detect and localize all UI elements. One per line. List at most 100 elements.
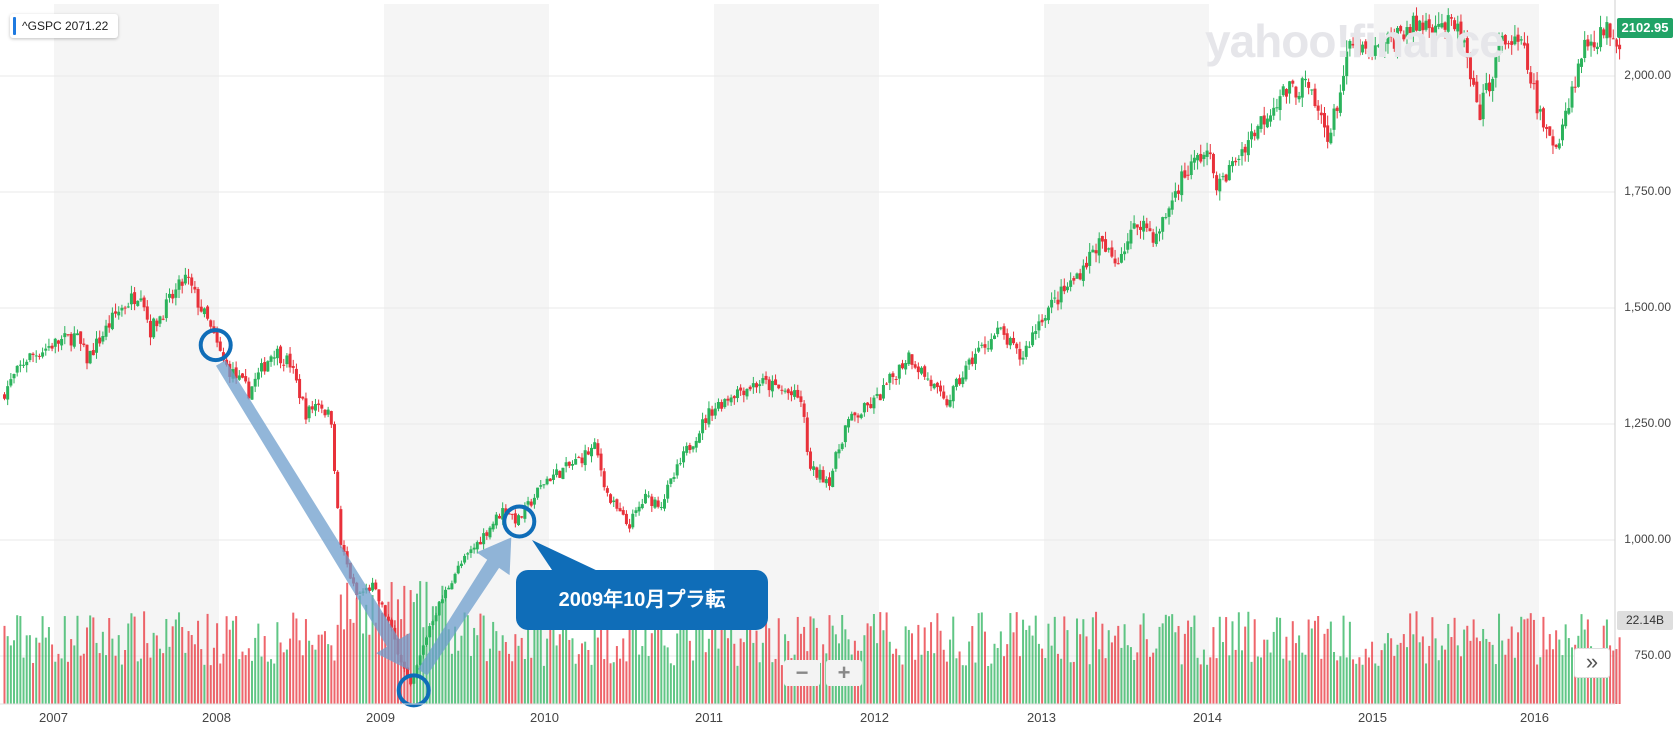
candle-body [1364,41,1368,49]
volume-bar [1174,632,1177,704]
annotation-callout: 2009年10月プラ転 [516,570,768,630]
volume-bar [476,635,479,704]
volume-bar [568,639,571,704]
candle-body [298,378,302,399]
volume-bar [1339,656,1342,704]
candle-body [301,396,305,399]
candle-body [485,532,489,536]
candle-body [1059,286,1063,303]
candle-body [1154,233,1158,245]
candle-body [904,362,908,370]
candle-body [1440,23,1444,28]
candle-body [199,306,203,312]
watermark-logo: yahoo!finance [1205,15,1505,67]
candle-body [672,476,676,479]
volume-bar [1155,648,1158,704]
volume-bar [895,648,898,704]
volume-bar [606,619,609,704]
candle-body [463,555,467,563]
volume-bar [368,634,371,704]
volume-bar [238,659,241,704]
candle-body [570,464,574,466]
y-tick-label: 1,000.00 [1624,532,1671,546]
candle-body [1323,113,1326,128]
candle-body [805,417,809,452]
candle-body [831,470,835,488]
volume-bar [911,633,913,704]
candle-body [542,484,546,486]
volume-bar [273,663,276,704]
candle-body [653,499,657,508]
volume-bar [358,595,361,704]
volume-bar [1193,615,1196,704]
last-price-tag: 2102.95 [1617,18,1673,38]
ticker-badge[interactable]: ^GSPC 2071.22 [10,14,119,38]
volume-bar [1056,653,1059,704]
volume-bar [1117,625,1120,704]
candle-body [958,378,962,385]
volume-bar [149,657,152,704]
candle-body [260,363,264,372]
candle-body [1354,39,1358,47]
candle-body [1205,150,1209,157]
candle-body [498,515,501,519]
candle-body [152,318,156,338]
candle-body [1472,77,1476,85]
volume-bar [1510,626,1513,704]
candle-body [1183,170,1187,178]
candle-body [1351,43,1355,46]
volume-bar [933,653,936,704]
candle-body [1415,15,1419,31]
candle-body [555,469,559,476]
volume-bar [1298,635,1301,704]
candle-body [1389,33,1393,38]
volume-bar [1561,655,1564,704]
volume-bar [105,655,108,704]
candle-body [15,365,19,373]
volume-bar [1044,658,1047,704]
candle-body [1564,110,1568,127]
volume-bar [127,623,130,704]
volume-bar [492,621,495,704]
zoom-out-button[interactable]: − [784,660,820,686]
y-tick-label: 1,750.00 [1624,184,1671,198]
candle-body [799,396,803,403]
candle-body [126,306,130,308]
candle-body [561,467,565,479]
candle-body [507,513,511,515]
volume-bar [615,646,618,704]
candle-body [1158,231,1161,234]
volume-bar [1415,611,1418,704]
volume-bar [952,616,955,704]
volume-bar [60,658,63,704]
annotation-markers [198,328,537,708]
volume-bar [520,637,523,704]
volume-bar [133,616,136,704]
zoom-in-button[interactable]: + [826,660,862,686]
volume-bar [193,644,196,704]
candle-body [567,461,571,466]
volume-bar [1551,649,1554,704]
candle-body [193,286,197,290]
candle-body [263,362,267,372]
candle-body [761,378,765,384]
candle-body [1513,36,1517,45]
volume-bar [22,657,25,704]
candle-body [1240,149,1244,157]
volume-bar [301,655,304,704]
candle-body [1269,115,1273,122]
volume-bar [1066,630,1069,704]
volume-bar [266,661,269,704]
volume-bar [1164,614,1167,704]
candle-body [1462,40,1466,43]
volume-bar [488,648,491,704]
candle-body [935,382,939,388]
scroll-forward-button[interactable]: » [1574,648,1610,678]
volume-bar [1539,657,1542,704]
volume-bar [977,613,980,704]
volume-bar [114,655,117,704]
candle-body [729,397,733,403]
volume-bar [190,635,193,704]
candle-body [1161,217,1165,232]
volume-bar [974,662,977,704]
